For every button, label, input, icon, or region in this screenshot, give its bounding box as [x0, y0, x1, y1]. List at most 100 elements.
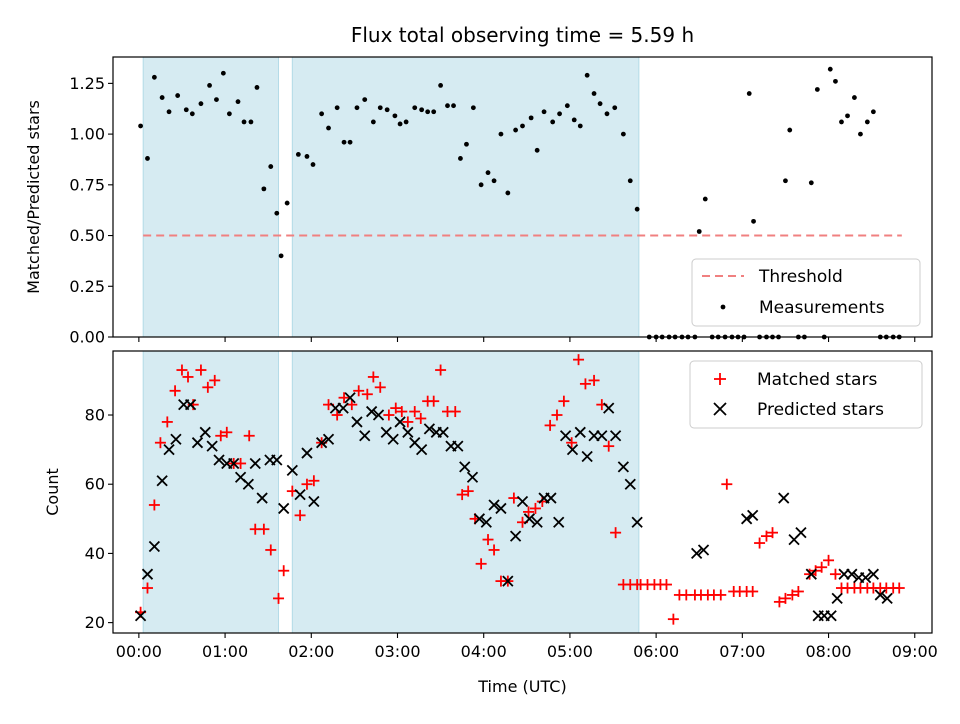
bottom-xtick-label-8: 08:00	[805, 642, 851, 661]
predicted-star-d2	[697, 544, 710, 556]
matched-star-marker	[508, 492, 520, 504]
bottom-xtick-label-1: 01:00	[202, 642, 248, 661]
measurement-point	[634, 206, 640, 212]
matched-star-marker	[195, 364, 207, 376]
matched-star-marker	[760, 530, 772, 542]
measurement-point	[591, 91, 597, 96]
predicted-star-d2	[308, 495, 320, 508]
measurement-point	[620, 131, 626, 137]
predicted-star-d2	[825, 610, 837, 622]
predicted-star-marker	[228, 457, 240, 470]
matched-star-marker	[331, 409, 343, 421]
bottom-xtick-label-7: 07:00	[719, 642, 765, 661]
matched-star-marker	[603, 440, 615, 452]
predicted-star-marker	[337, 402, 349, 414]
measurement-point	[577, 123, 583, 129]
predicted-star-marker	[351, 416, 363, 428]
measurement-point	[814, 87, 820, 92]
predicted-star-d2	[473, 513, 486, 525]
matched-star-marker	[396, 406, 408, 418]
bottom-xtick-label-2: 02:00	[288, 642, 334, 661]
bottom-axis-ticks: 20 40 60 80 00:00 01:00 02:00 03:00 04:00 05:00 06…	[85, 406, 938, 661]
measurement-point	[702, 196, 708, 202]
measurement-point	[864, 119, 870, 125]
measurement-point	[470, 105, 476, 111]
matched-star-marker	[428, 395, 440, 407]
matched-star-marker	[573, 354, 585, 366]
matched-star-marker	[544, 419, 556, 431]
measurement-point	[584, 72, 590, 78]
measurement-point	[571, 117, 577, 123]
matched-star-marker	[154, 437, 166, 449]
top-axes-frame	[112, 56, 933, 338]
count-panel: 20 40 60 80 00:00 01:00 02:00 03:00 04:00 05:00 06…	[43, 350, 938, 696]
measurement-point	[384, 107, 390, 113]
predicted-star-d2	[581, 450, 593, 463]
measurement-point	[431, 109, 437, 115]
matched-star-marker	[482, 534, 494, 546]
matched-star-marker	[415, 412, 427, 424]
measurement-point	[403, 119, 409, 125]
measurement-point	[505, 190, 511, 196]
predicted-star-marker	[553, 516, 565, 528]
measurement-point	[326, 125, 331, 131]
matched-star-marker	[294, 509, 306, 521]
measurement-point	[787, 127, 793, 133]
bottom-xtick-label-9: 09:00	[892, 642, 938, 661]
predicted-star-d2	[415, 443, 428, 456]
bottom-axes-frame	[112, 350, 933, 634]
measurement-point	[419, 107, 425, 113]
predicted-star-marker	[778, 492, 790, 504]
bottom-y-axis-label: Count	[43, 468, 62, 516]
measurement-point	[151, 74, 157, 80]
predicted-star-marker	[163, 443, 175, 456]
matched-star-marker	[829, 568, 841, 580]
predicted-star-marker	[372, 409, 385, 421]
predicted-star-d2	[617, 461, 630, 473]
predicted-star-marker	[609, 430, 622, 442]
measurement-point	[175, 93, 181, 98]
measurement-point	[214, 97, 219, 103]
legend-threshold-label: Threshold	[758, 267, 843, 287]
predicted-star-marker	[509, 530, 522, 542]
measurement-point	[354, 105, 360, 111]
measurement-point	[397, 121, 403, 127]
measurement-point	[852, 95, 857, 100]
matched-star-marker	[660, 579, 672, 591]
matched-star-marker	[141, 582, 153, 594]
predicted-star-marker	[624, 478, 636, 490]
measurement-point	[370, 119, 376, 125]
measurement-point	[845, 113, 850, 119]
matched-star-marker	[301, 478, 313, 490]
ratio-panel: 0.00 0.25 0.50 0.75 1.00 1.25 Flux total obse…	[24, 23, 933, 347]
predicted-star-d2	[531, 516, 543, 528]
predicted-star-d2	[691, 547, 703, 560]
measurement-point	[696, 229, 702, 234]
predicted-star-marker	[516, 495, 529, 508]
matched-star-marker	[456, 489, 468, 501]
matched-star-marker	[235, 457, 247, 469]
bottom-legend-box	[689, 360, 923, 429]
predicted-star-d2	[170, 433, 182, 445]
measurement-point	[412, 105, 418, 111]
measurement-point	[746, 91, 752, 96]
predicted-star-d2	[874, 589, 886, 601]
predicted-star-marker	[459, 461, 471, 473]
predicted-star-marker	[697, 544, 710, 556]
matched-star-marker	[353, 385, 365, 397]
predicted-star-marker	[747, 509, 759, 521]
legend-predicted-swatch-d2	[713, 402, 727, 416]
measurement-point	[550, 119, 556, 125]
measurement-point	[248, 119, 254, 125]
predicted-star-d2	[365, 405, 378, 418]
matched-star-marker	[383, 409, 395, 421]
top-ytick-label-5: 1.25	[69, 74, 105, 93]
measurement-point	[445, 103, 450, 109]
top-axis-ticks: 0.00 0.25 0.50 0.75 1.00 1.25	[69, 74, 916, 347]
predicted-star-marker	[308, 495, 320, 508]
measurement-point	[319, 111, 325, 117]
matched-star-marker	[346, 399, 358, 411]
predicted-star-marker	[531, 516, 543, 528]
predicted-star-marker	[559, 430, 572, 442]
predicted-star-marker	[271, 454, 283, 466]
